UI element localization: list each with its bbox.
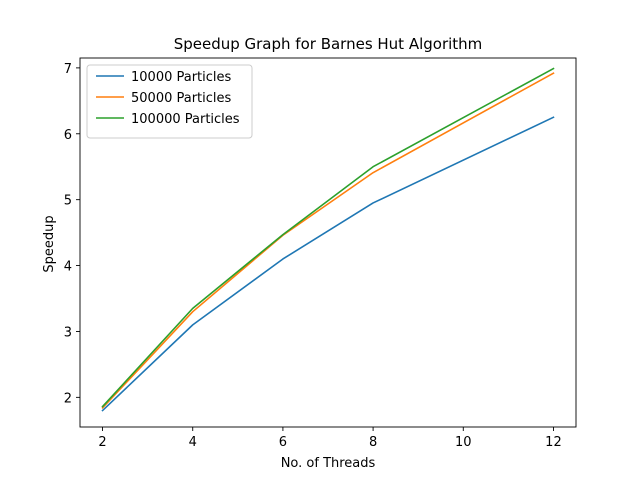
legend-label-2: 50000 Particles xyxy=(131,91,232,106)
axes-frame xyxy=(79,57,577,428)
y-axis-label: Speedup xyxy=(42,215,57,272)
x-axis-label: No. of Threads xyxy=(281,456,376,471)
y-tick-label: 2 xyxy=(64,391,72,406)
legend-box xyxy=(86,64,253,139)
plot-area: 2 4 6 8 10 12 2 3 4 5 6 7 xyxy=(64,57,577,450)
y-tick-label: 4 xyxy=(64,260,72,275)
x-tick-label: 12 xyxy=(545,435,562,450)
x-tick-label: 6 xyxy=(279,435,287,450)
x-tick-label: 10 xyxy=(455,435,472,450)
series-line-1 xyxy=(101,116,555,412)
chart-title: Speedup Graph for Barnes Hut Algorithm xyxy=(174,35,483,53)
legend-label-3: 100000 Particles xyxy=(131,112,240,127)
y-tick-label: 7 xyxy=(64,62,72,77)
x-tick-label: 8 xyxy=(369,435,377,450)
legend: 10000 Particles 50000 Particles 100000 Par… xyxy=(86,64,253,139)
y-tick-label: 6 xyxy=(64,128,72,143)
series-line-3 xyxy=(101,67,555,408)
y-tick-label: 3 xyxy=(64,325,72,340)
legend-label-1: 10000 Particles xyxy=(131,70,232,85)
x-tick-label: 4 xyxy=(189,435,197,450)
y-tick-label: 5 xyxy=(64,194,72,209)
x-tick-label: 2 xyxy=(98,435,106,450)
